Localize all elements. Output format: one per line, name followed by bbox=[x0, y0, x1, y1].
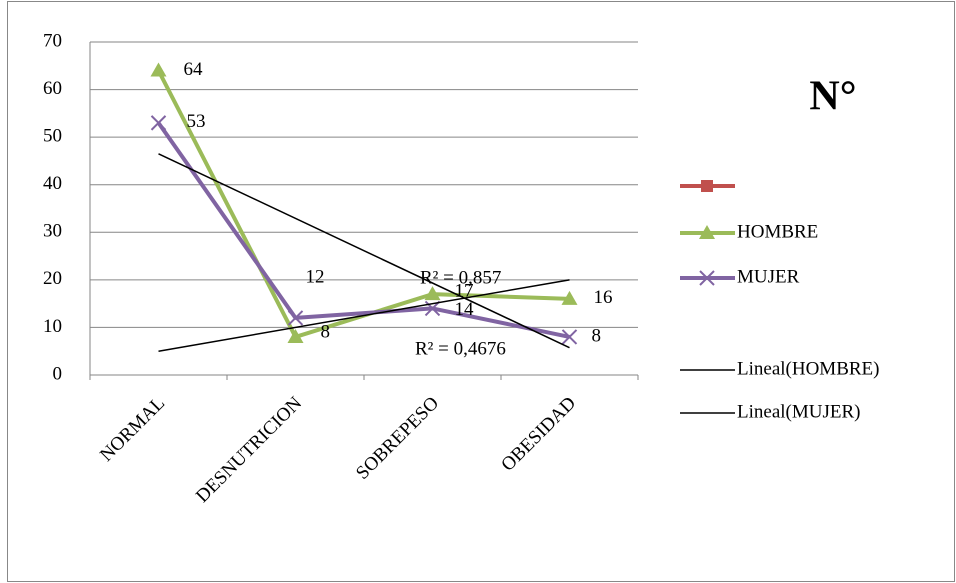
legend-marker bbox=[701, 180, 713, 192]
point bbox=[150, 62, 167, 77]
point bbox=[699, 270, 715, 286]
y-tick-label: 60 bbox=[43, 78, 62, 99]
data-label: 16 bbox=[594, 287, 613, 308]
data-label: 8 bbox=[321, 321, 331, 342]
chart-border bbox=[7, 1, 955, 582]
point bbox=[150, 115, 167, 131]
data-label: 12 bbox=[306, 266, 325, 287]
data-label: 64 bbox=[184, 59, 204, 80]
y-tick-label: 0 bbox=[53, 363, 63, 384]
data-label: 14 bbox=[455, 299, 475, 320]
y-tick-label: 40 bbox=[43, 173, 62, 194]
legend-label: MUJER bbox=[737, 266, 800, 287]
y-tick-label: 20 bbox=[43, 268, 62, 289]
y-tick-label: 10 bbox=[43, 316, 62, 337]
trendline-label: R² = 0,4676 bbox=[415, 338, 506, 359]
point bbox=[424, 286, 441, 301]
legend-label: HOMBRE bbox=[737, 221, 818, 242]
chart-title: N° bbox=[809, 74, 856, 120]
data-label: 53 bbox=[187, 111, 206, 132]
point bbox=[561, 290, 578, 305]
trendline bbox=[158, 153, 570, 349]
trendline bbox=[158, 279, 570, 352]
data-label: 8 bbox=[592, 325, 602, 346]
trendline-label: R² = 0,857 bbox=[420, 267, 501, 288]
y-tick-label: 30 bbox=[43, 221, 62, 242]
legend-label: Lineal(HOMBRE) bbox=[737, 358, 879, 379]
series-line bbox=[156, 121, 570, 339]
point bbox=[699, 225, 715, 239]
point bbox=[287, 310, 304, 326]
point bbox=[561, 329, 578, 345]
point bbox=[287, 328, 304, 343]
y-tick-label: 70 bbox=[43, 30, 62, 51]
legend-label: Lineal(MUJER) bbox=[737, 401, 860, 422]
y-tick-label: 50 bbox=[43, 126, 62, 147]
